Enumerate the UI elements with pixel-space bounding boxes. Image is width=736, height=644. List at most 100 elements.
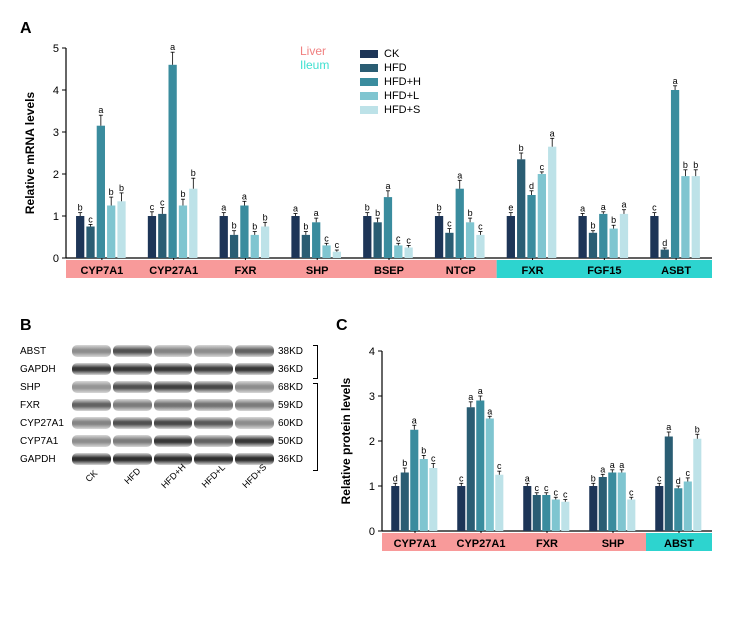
svg-text:FXR: FXR bbox=[536, 538, 558, 550]
blot-kd: 68KD bbox=[274, 382, 316, 393]
svg-text:c: c bbox=[652, 203, 657, 213]
svg-text:d: d bbox=[662, 238, 667, 248]
blot-protein-name: FXR bbox=[20, 400, 72, 411]
svg-text:b: b bbox=[119, 183, 124, 193]
svg-text:c: c bbox=[459, 473, 464, 483]
panel-c: C 01234Relative protein levelsCYP7A1dbab… bbox=[336, 317, 716, 560]
svg-text:c: c bbox=[540, 162, 545, 172]
legend-text: CK bbox=[384, 48, 399, 60]
svg-text:b: b bbox=[683, 160, 688, 170]
svg-text:c: c bbox=[563, 490, 568, 500]
blot-band bbox=[113, 363, 152, 375]
svg-text:e: e bbox=[508, 203, 513, 213]
svg-text:CYP7A1: CYP7A1 bbox=[394, 538, 437, 550]
svg-text:c: c bbox=[478, 222, 483, 232]
svg-text:c: c bbox=[629, 487, 634, 497]
panel-c-label: C bbox=[336, 317, 716, 335]
svg-text:c: c bbox=[150, 202, 155, 212]
svg-text:a: a bbox=[600, 464, 605, 474]
svg-text:BSEP: BSEP bbox=[374, 265, 404, 277]
panel-a: A 012345Relative mRNA levelsCYP7A1bcabbC… bbox=[20, 20, 716, 287]
blot-kd: 50KD bbox=[274, 436, 316, 447]
panel-a-label: A bbox=[20, 20, 716, 38]
legend-text: HFD+S bbox=[384, 104, 420, 116]
legend-swatch bbox=[360, 50, 378, 58]
svg-text:ASBT: ASBT bbox=[661, 265, 691, 277]
svg-text:c: c bbox=[657, 473, 662, 483]
svg-text:a: a bbox=[314, 208, 319, 218]
svg-text:c: c bbox=[544, 483, 549, 493]
blot-band bbox=[72, 345, 111, 357]
blot-row: ABST38KD bbox=[20, 345, 316, 357]
svg-text:a: a bbox=[487, 406, 492, 416]
blot-band bbox=[154, 399, 193, 411]
svg-text:c: c bbox=[396, 233, 401, 243]
svg-text:4: 4 bbox=[53, 85, 59, 97]
svg-text:a: a bbox=[550, 128, 555, 138]
svg-text:CYP7A1: CYP7A1 bbox=[80, 265, 123, 277]
svg-text:c: c bbox=[497, 461, 502, 471]
svg-text:a: a bbox=[478, 386, 483, 396]
blot-lanes bbox=[72, 381, 274, 393]
region-legend: Liver Ileum bbox=[300, 44, 329, 72]
svg-text:c: c bbox=[431, 454, 436, 464]
legend-item: HFD+L bbox=[360, 90, 421, 102]
group-legend: CK HFD HFD+H HFD+L HFD+S bbox=[360, 48, 421, 118]
blot-band bbox=[72, 399, 111, 411]
panel-a-chart: 012345Relative mRNA levelsCYP7A1bcabbCYP… bbox=[20, 42, 716, 287]
blot-band bbox=[235, 345, 274, 357]
svg-text:b: b bbox=[402, 458, 407, 468]
blot-band bbox=[235, 417, 274, 429]
svg-text:b: b bbox=[263, 212, 268, 222]
blot-band bbox=[154, 435, 193, 447]
blot-band bbox=[194, 399, 233, 411]
svg-text:d: d bbox=[676, 476, 681, 486]
legend-swatch bbox=[360, 78, 378, 86]
svg-text:a: a bbox=[98, 105, 103, 115]
blot-kd: 36KD bbox=[274, 364, 316, 375]
svg-text:CYP27A1: CYP27A1 bbox=[457, 538, 506, 550]
blot-lanes bbox=[72, 363, 274, 375]
svg-text:5: 5 bbox=[53, 43, 59, 55]
svg-text:SHP: SHP bbox=[602, 538, 625, 550]
bracket-icon bbox=[313, 383, 318, 471]
svg-text:2: 2 bbox=[53, 169, 59, 181]
svg-text:a: a bbox=[242, 191, 247, 201]
svg-text:2: 2 bbox=[369, 436, 375, 448]
svg-text:0: 0 bbox=[369, 526, 375, 538]
blot-row: CYP27A160KD bbox=[20, 417, 316, 429]
blot-band bbox=[235, 435, 274, 447]
svg-text:b: b bbox=[232, 221, 237, 231]
legend-item: HFD bbox=[360, 62, 421, 74]
blot-kd: 36KD bbox=[274, 454, 316, 465]
blot-protein-name: SHP bbox=[20, 382, 72, 393]
legend-item: HFD+H bbox=[360, 76, 421, 88]
blot-row: FXR59KD bbox=[20, 399, 316, 411]
svg-text:a: a bbox=[221, 203, 226, 213]
svg-text:ABST: ABST bbox=[664, 538, 694, 550]
svg-text:c: c bbox=[535, 483, 540, 493]
svg-text:Relative mRNA levels: Relative mRNA levels bbox=[23, 92, 37, 215]
svg-text:d: d bbox=[393, 473, 398, 483]
svg-text:b: b bbox=[180, 189, 185, 199]
blot-band bbox=[154, 381, 193, 393]
svg-text:b: b bbox=[693, 160, 698, 170]
blot-band bbox=[72, 417, 111, 429]
blot-lanes bbox=[72, 345, 274, 357]
legend-swatch bbox=[360, 92, 378, 100]
svg-text:a: a bbox=[457, 170, 462, 180]
svg-text:b: b bbox=[695, 424, 700, 434]
blot-band bbox=[113, 345, 152, 357]
blot-band bbox=[154, 363, 193, 375]
svg-text:FXR: FXR bbox=[522, 265, 544, 277]
legend-swatch bbox=[360, 106, 378, 114]
blot-band bbox=[235, 399, 274, 411]
blot-band bbox=[72, 381, 111, 393]
legend-text: HFD bbox=[384, 62, 407, 74]
svg-text:a: a bbox=[525, 473, 530, 483]
blot-band bbox=[194, 417, 233, 429]
svg-text:b: b bbox=[519, 143, 524, 153]
blot-band bbox=[72, 363, 111, 375]
svg-text:a: a bbox=[666, 422, 671, 432]
blot-row: SHP 68KD bbox=[20, 381, 316, 393]
